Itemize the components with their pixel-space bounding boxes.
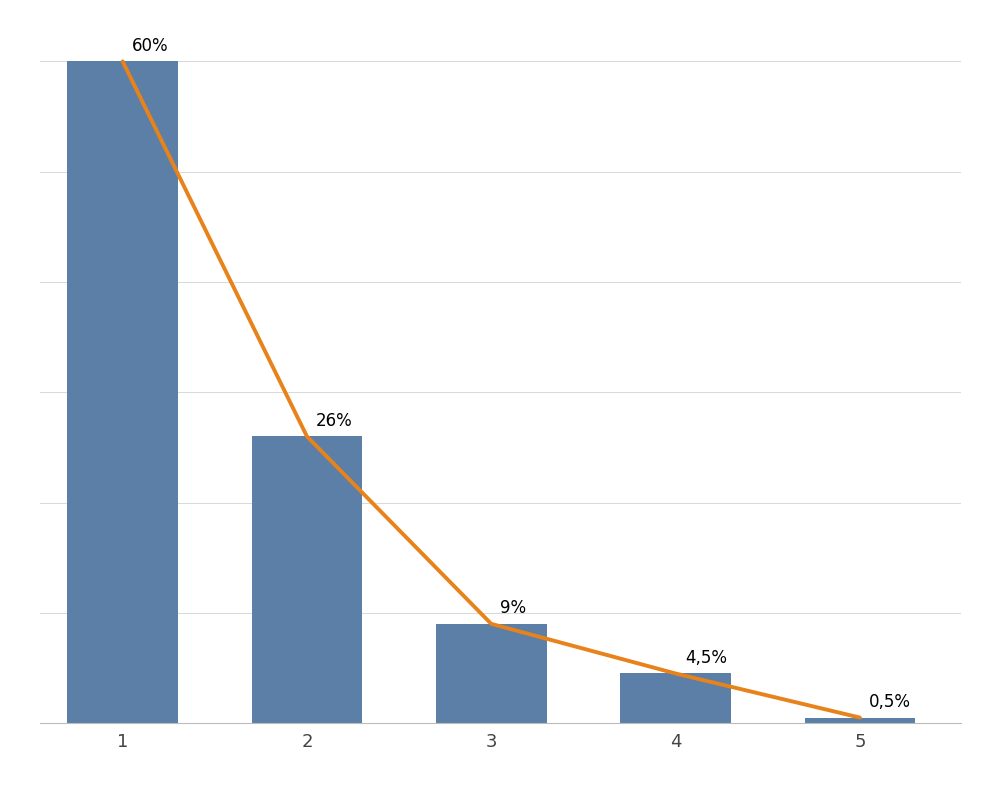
Bar: [805, 718, 916, 723]
Text: 4,5%: 4,5%: [685, 649, 726, 667]
Bar: [620, 674, 731, 723]
Bar: [67, 61, 178, 723]
Text: 60%: 60%: [132, 37, 168, 55]
Text: 26%: 26%: [316, 412, 353, 430]
Bar: [252, 436, 363, 723]
Text: 9%: 9%: [500, 599, 526, 617]
Text: 0,5%: 0,5%: [869, 693, 911, 711]
Bar: [436, 624, 547, 723]
